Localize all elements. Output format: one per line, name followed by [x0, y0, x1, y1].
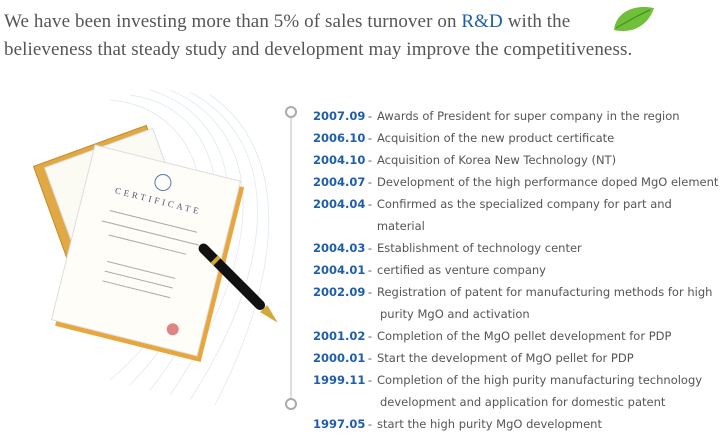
- timeline-row: 2007.09- Awards of President for super co…: [313, 105, 720, 127]
- separator: -: [367, 131, 373, 145]
- timeline-row: 1997.05- start the high purity MgO develo…: [313, 413, 720, 435]
- description-line: purity MgO and activation: [380, 307, 530, 321]
- description-line: Completion of the high purity manufactur…: [377, 373, 703, 387]
- date: 2000.01: [313, 351, 366, 365]
- date: 1997.05: [313, 417, 366, 431]
- date: 2004.07: [313, 175, 366, 189]
- description: Acquisition of Korea New Technology (NT): [377, 149, 616, 171]
- description-line: start the high purity MgO development: [377, 417, 602, 431]
- timeline-row: 2004.01- certified as venture company: [313, 259, 720, 281]
- date: 2004.03: [313, 241, 366, 255]
- intro-highlight: R&D: [461, 11, 503, 32]
- description-line: Completion of the MgO pellet development…: [377, 329, 672, 343]
- intro: We have been investing more than 5% of s…: [4, 8, 632, 64]
- date: 2002.09: [313, 285, 366, 299]
- separator: -: [367, 197, 372, 211]
- separator: -: [367, 329, 373, 343]
- separator: -: [367, 109, 373, 123]
- description-line: Start the development of MgO pellet for …: [377, 351, 634, 365]
- description: Registration of patent for manufacturing…: [377, 281, 712, 325]
- date: 2004.04: [313, 197, 366, 211]
- separator: -: [367, 373, 373, 387]
- intro-text: with the: [502, 11, 571, 32]
- separator: -: [367, 153, 373, 167]
- timeline: 2007.09- Awards of President for super co…: [313, 105, 720, 435]
- timeline-row: 2001.02- Completion of the MgO pellet dev…: [313, 325, 720, 347]
- intro-text: We have been investing more than 5% of s…: [4, 11, 462, 32]
- description-line: development and application for domestic…: [380, 395, 666, 409]
- date: 2001.02: [313, 329, 366, 343]
- description: Development of the high performance dope…: [377, 171, 718, 193]
- intro-line: We have been investing more than 5% of s…: [4, 8, 632, 36]
- decoration: CERTIFICATE: [32, 6, 654, 410]
- description: certified as venture company: [377, 259, 546, 281]
- description: Start the development of MgO pellet for …: [377, 347, 634, 369]
- timeline-row: 2002.09- Registration of patent for manuf…: [313, 281, 720, 325]
- timeline-row: 2004.04- Confirmed as the specialized com…: [313, 193, 720, 237]
- description-line: Establishment of technology center: [377, 241, 582, 255]
- description-line: Awards of President for super company in…: [377, 109, 680, 123]
- description-line: Confirmed as the specialized company for…: [376, 197, 672, 233]
- separator: -: [367, 417, 373, 431]
- description: Completion of the high purity manufactur…: [377, 369, 702, 413]
- separator: -: [367, 241, 373, 255]
- description: Establishment of technology center: [377, 237, 582, 259]
- description: Awards of President for super company in…: [377, 105, 680, 127]
- date: 2006.10: [313, 131, 366, 145]
- timeline-row: 1999.11- Completion of the high purity ma…: [313, 369, 720, 413]
- description: start the high purity MgO development: [377, 413, 602, 435]
- description-line: certified as venture company: [377, 263, 546, 277]
- date: 2007.09: [313, 109, 366, 123]
- description-line: Development of the high performance dope…: [377, 175, 719, 189]
- description-line: Acquisition of Korea New Technology (NT): [377, 153, 617, 167]
- timeline-row: 2004.03- Establishment of technology cent…: [313, 237, 720, 259]
- timeline-row: 2006.10- Acquisition of the new product c…: [313, 127, 720, 149]
- separator: -: [367, 285, 373, 299]
- separator: -: [367, 263, 373, 277]
- timeline-row: 2004.07- Development of the high performa…: [313, 171, 720, 193]
- separator: -: [367, 175, 373, 189]
- date: 1999.11: [313, 373, 366, 387]
- date: 2004.01: [313, 263, 366, 277]
- description: Confirmed as the specialized company for…: [377, 193, 720, 237]
- timeline-row: 2004.10- Acquisition of Korea New Technol…: [313, 149, 720, 171]
- description-line: Registration of patent for manufacturing…: [377, 285, 713, 299]
- description: Acquisition of the new product certifica…: [377, 127, 614, 149]
- page: CERTIFICATE We have been investing more …: [4, 6, 719, 431]
- timeline-row: 2000.01- Start the development of MgO pel…: [313, 347, 720, 369]
- intro-line: believeness that steady study and develo…: [4, 39, 633, 60]
- date: 2004.10: [313, 153, 366, 167]
- description: Completion of the MgO pellet development…: [377, 325, 671, 347]
- description-line: Acquisition of the new product certifica…: [377, 131, 615, 145]
- separator: -: [367, 351, 373, 365]
